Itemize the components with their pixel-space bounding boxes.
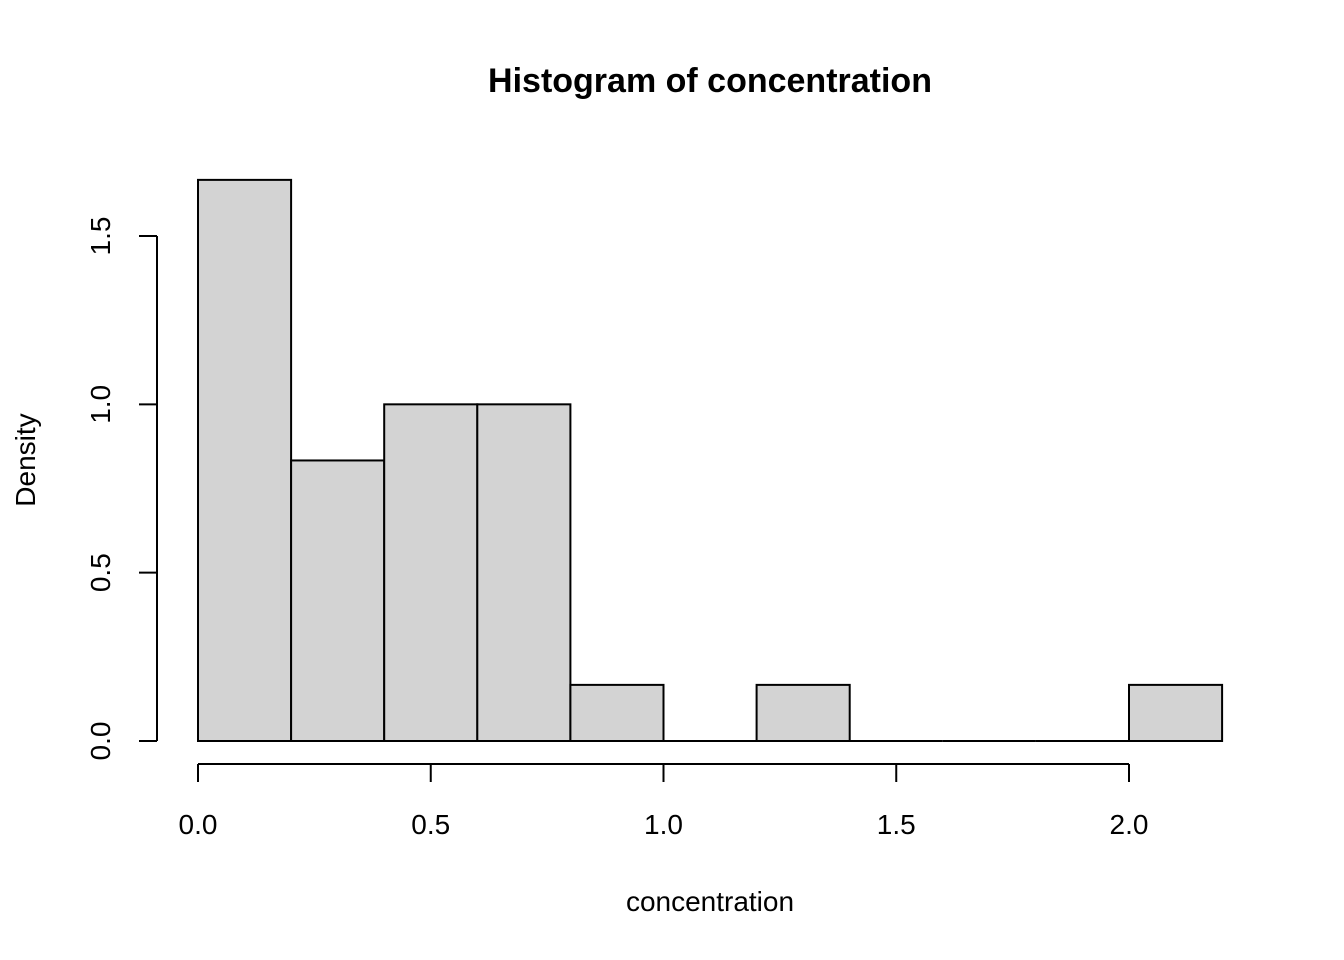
- histogram-bar: [383, 403, 479, 742]
- histogram-bar: [1128, 683, 1224, 743]
- x-tick-label: 1.5: [877, 809, 916, 840]
- histogram-bar: [290, 459, 386, 742]
- x-axis-label: concentration: [626, 886, 794, 917]
- x-tick-label: 1.0: [644, 809, 683, 840]
- y-tick-label: 1.0: [85, 385, 116, 424]
- x-axis: 0.0 0.5 1.0 1.5 2.0: [179, 763, 1149, 840]
- y-axis-label: Density: [10, 413, 41, 506]
- chart-title: Histogram of concentration: [488, 62, 932, 100]
- y-axis: 0.0 0.5 1.0 1.5: [85, 217, 158, 761]
- histogram-bar: [476, 403, 572, 742]
- histogram-bar: [569, 683, 665, 743]
- y-tick-label: 0.0: [85, 722, 116, 761]
- x-tick-label: 0.5: [411, 809, 450, 840]
- histogram-bar: [197, 178, 293, 742]
- x-tick-label: 2.0: [1110, 809, 1149, 840]
- y-tick-label: 1.5: [85, 217, 116, 256]
- bars-group: [197, 178, 1224, 743]
- x-tick-label: 0.0: [179, 809, 218, 840]
- y-tick-label: 0.5: [85, 553, 116, 592]
- histogram-bar: [755, 683, 851, 743]
